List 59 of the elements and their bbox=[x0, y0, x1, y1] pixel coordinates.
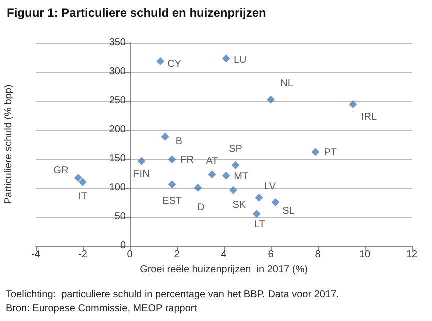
point bbox=[229, 186, 238, 194]
y-axis-title: Particuliere schuld (% bpp) bbox=[4, 84, 14, 204]
annotation: IT bbox=[78, 192, 88, 203]
x-axis-title: Groei reële huizenprijzen in 2017 (%) bbox=[140, 264, 308, 276]
x-tick-label: -2 bbox=[78, 250, 88, 260]
x-tick-label: -4 bbox=[32, 250, 41, 260]
chart-title: Figuur 1: Particuliere schuld en huizenprijzen bbox=[7, 6, 266, 20]
annotation: SL bbox=[282, 206, 296, 217]
annotation: SK bbox=[232, 200, 246, 211]
point bbox=[168, 180, 176, 189]
annotation: LV bbox=[264, 181, 276, 192]
x-tick-label: 2 bbox=[174, 250, 180, 260]
point bbox=[74, 174, 82, 182]
annotation: MT bbox=[234, 171, 249, 182]
point bbox=[222, 172, 230, 180]
point bbox=[138, 157, 146, 166]
point bbox=[168, 156, 176, 164]
annotation: CY bbox=[168, 59, 182, 70]
annotation: LT bbox=[254, 220, 266, 231]
y-tick-label: 200 bbox=[109, 124, 126, 136]
annotation: PT bbox=[324, 148, 338, 159]
point bbox=[252, 210, 261, 218]
text: Toelichting: particuliere schuld in percentage van het BBP. Data voor 2017. bbox=[6, 290, 340, 300]
y-tick-label: 300 bbox=[109, 66, 126, 78]
y-tick-label: 50 bbox=[114, 212, 126, 222]
y-tick-label: 350 bbox=[109, 38, 126, 48]
x-tick-label: 10 bbox=[359, 250, 371, 260]
x-tick-label: 12 bbox=[406, 250, 418, 260]
annotation: SP bbox=[229, 144, 243, 155]
annotation: AT bbox=[206, 156, 218, 168]
annotation: D bbox=[198, 202, 205, 214]
point bbox=[255, 194, 264, 202]
y-tick-label: 100 bbox=[109, 182, 126, 194]
point bbox=[349, 100, 358, 108]
x-tick-label: 0 bbox=[127, 250, 134, 260]
y-tick-label: 150 bbox=[109, 154, 126, 164]
annotation: B bbox=[176, 136, 183, 148]
point bbox=[208, 170, 216, 179]
point bbox=[79, 178, 87, 186]
point bbox=[312, 148, 320, 156]
annotation: IRL bbox=[361, 112, 378, 123]
point bbox=[194, 184, 202, 192]
y-tick-label: 250 bbox=[109, 96, 126, 106]
point bbox=[161, 132, 170, 141]
x-tick-label: 6 bbox=[268, 250, 274, 260]
annotation: GR bbox=[54, 166, 69, 177]
point bbox=[222, 54, 230, 63]
annotation: EST bbox=[162, 196, 182, 208]
point bbox=[272, 198, 280, 206]
x-tick-label: 8 bbox=[315, 250, 322, 260]
point bbox=[232, 161, 240, 170]
text: Bron: Europese Commissie, MEOP rapport bbox=[6, 304, 198, 314]
point bbox=[267, 96, 275, 104]
point bbox=[156, 58, 165, 66]
x-tick-label: 4 bbox=[221, 250, 228, 260]
annotation: LU bbox=[234, 55, 247, 66]
annotation: FIN bbox=[134, 168, 150, 180]
annotation: NL bbox=[280, 78, 294, 90]
annotation: FR bbox=[180, 155, 194, 166]
